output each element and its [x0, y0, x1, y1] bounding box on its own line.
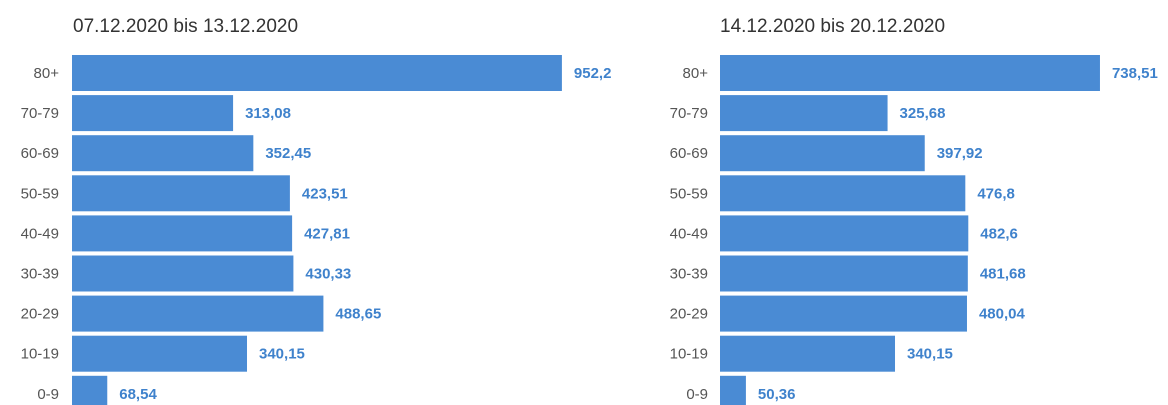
value-label: 340,15 [907, 346, 953, 363]
value-label: 738,51 [1112, 65, 1158, 82]
category-label: 50-59 [670, 185, 708, 202]
bar-right-4 [720, 215, 969, 252]
bar-left-8 [72, 375, 108, 405]
bar-right-7 [720, 335, 896, 372]
bar-right-0 [720, 55, 1100, 91]
value-label: 68,54 [119, 386, 157, 403]
bar-left-7 [72, 335, 248, 372]
value-label: 480,04 [979, 306, 1026, 323]
category-label: 10-19 [21, 346, 59, 363]
value-label: 50,36 [758, 386, 796, 403]
category-label: 20-29 [670, 306, 708, 323]
category-label: 40-49 [21, 225, 59, 242]
value-label: 427,81 [304, 225, 350, 242]
value-label: 481,68 [980, 266, 1026, 283]
left-chart-subtitle: 07.12.2020 bis 13.12.2020 [73, 16, 299, 37]
category-label: 10-19 [670, 346, 708, 363]
category-label: 50-59 [21, 185, 59, 202]
category-label: 60-69 [670, 145, 708, 162]
bar-right-3 [720, 175, 966, 212]
bar-left-2 [72, 135, 254, 172]
category-label: 80+ [683, 65, 709, 82]
value-label: 488,65 [335, 306, 381, 323]
category-label: 0-9 [686, 386, 708, 403]
category-label: 70-79 [21, 105, 59, 122]
bar-left-1 [72, 95, 234, 132]
bar-left-0 [72, 55, 562, 91]
value-label: 397,92 [937, 145, 983, 162]
value-label: 423,51 [302, 185, 348, 202]
category-label: 30-39 [21, 266, 59, 283]
bar-right-2 [720, 135, 925, 172]
value-label: 476,8 [977, 185, 1015, 202]
value-label: 952,2 [574, 65, 612, 82]
category-label: 30-39 [670, 266, 708, 283]
value-label: 352,45 [265, 145, 311, 162]
category-label: 70-79 [670, 105, 708, 122]
bar-left-5 [72, 255, 294, 292]
value-label: 430,33 [305, 266, 351, 283]
category-label: 80+ [34, 65, 60, 82]
value-label: 313,08 [245, 105, 291, 122]
bar-left-3 [72, 175, 290, 212]
value-label: 325,68 [900, 105, 946, 122]
bar-right-5 [720, 255, 968, 292]
category-label: 60-69 [21, 145, 59, 162]
right-chart-subtitle: 14.12.2020 bis 20.12.2020 [720, 16, 946, 37]
bar-left-4 [72, 215, 293, 252]
category-label: 40-49 [670, 225, 708, 242]
bar-right-8 [720, 375, 746, 405]
value-label: 340,15 [259, 346, 305, 363]
category-label: 0-9 [37, 386, 59, 403]
category-label: 20-29 [21, 306, 59, 323]
bar-left-6 [72, 295, 324, 332]
bar-right-1 [720, 95, 888, 132]
bar-right-6 [720, 295, 967, 332]
value-label: 482,6 [980, 225, 1018, 242]
